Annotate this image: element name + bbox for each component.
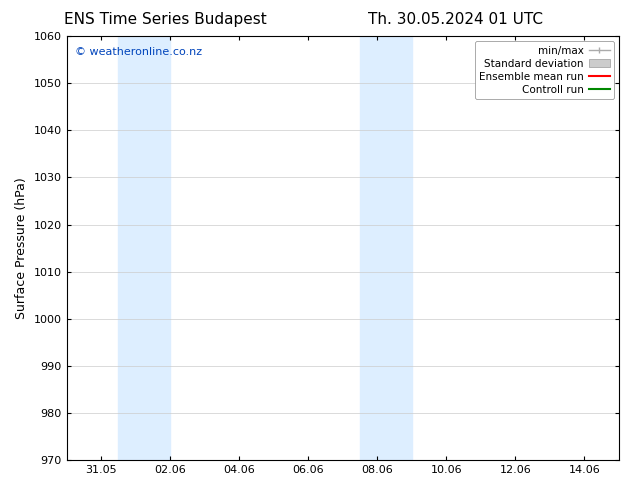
Bar xyxy=(119,36,170,460)
Text: ENS Time Series Budapest: ENS Time Series Budapest xyxy=(63,12,266,27)
Bar xyxy=(360,36,412,460)
Legend: min/max, Standard deviation, Ensemble mean run, Controll run: min/max, Standard deviation, Ensemble me… xyxy=(475,41,614,99)
Text: Th. 30.05.2024 01 UTC: Th. 30.05.2024 01 UTC xyxy=(368,12,543,27)
Y-axis label: Surface Pressure (hPa): Surface Pressure (hPa) xyxy=(15,177,28,319)
Text: © weatheronline.co.nz: © weatheronline.co.nz xyxy=(75,47,202,57)
